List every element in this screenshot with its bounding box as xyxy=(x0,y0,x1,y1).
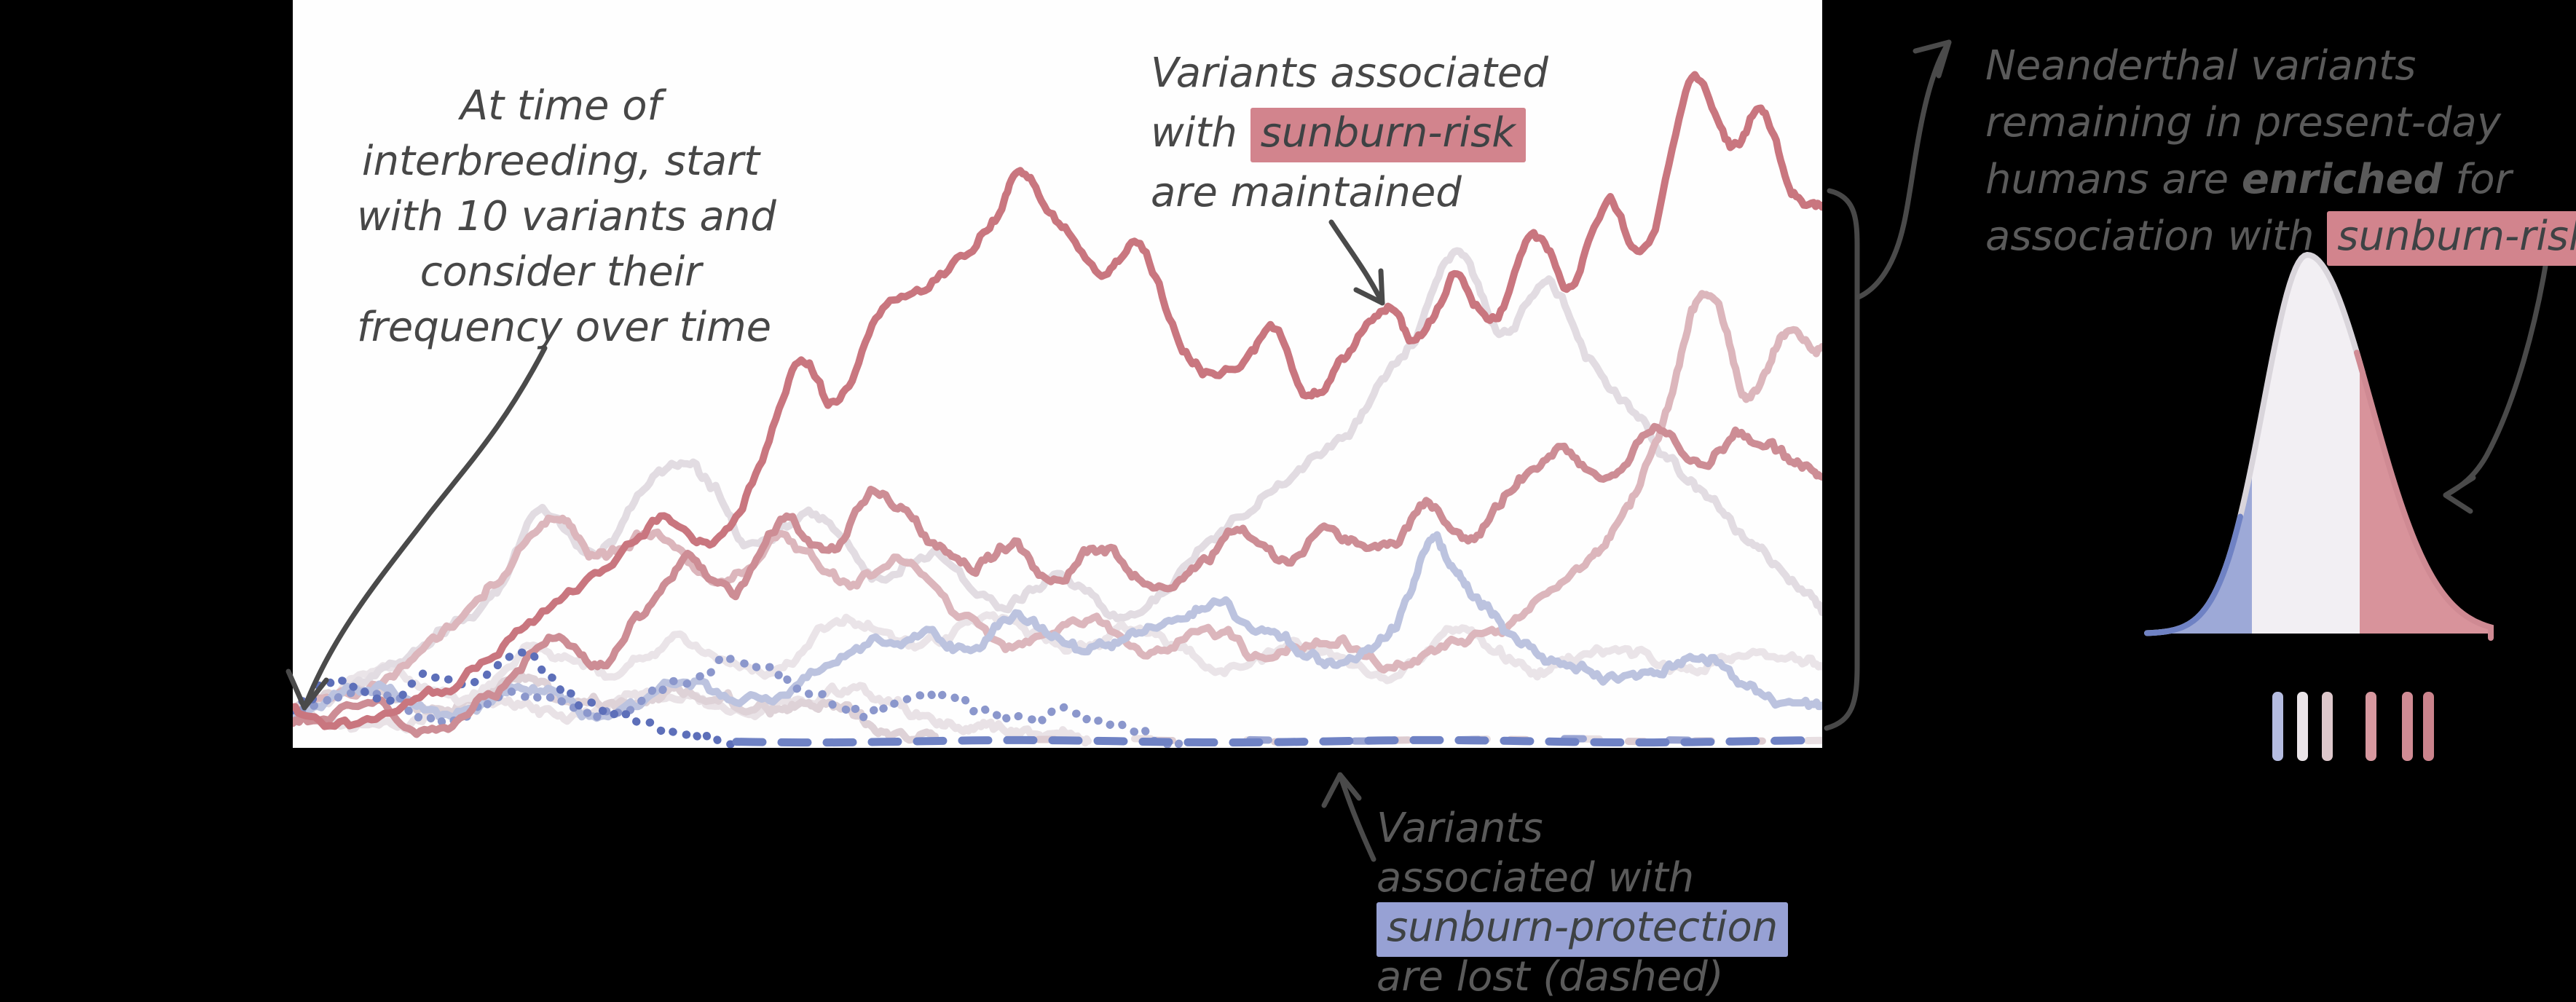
annotation-enriched-line: remaining in present-day xyxy=(1985,99,2501,146)
variant-tick xyxy=(2402,692,2413,761)
annotation-maintained-line: are maintained xyxy=(1151,169,1462,216)
annotation-text: for xyxy=(2442,156,2512,203)
distribution-protection-tail-line xyxy=(2144,513,2243,636)
right-brace xyxy=(1824,188,1860,731)
variant-pink-late-rise-trajectory xyxy=(293,290,1822,718)
annotation-lost: Variants associated with sunburn-protect… xyxy=(1376,804,1789,1002)
sunburn-risk-highlight: sunburn-risk xyxy=(1250,108,1526,162)
arrow-to-lost-line xyxy=(1321,772,1376,862)
annotation-maintained-line: Variants associated xyxy=(1151,50,1548,97)
distribution-outline-right xyxy=(2354,350,2494,641)
arrow-to-enriched-text xyxy=(1856,39,1952,300)
annotation-start-line: with 10 variants and xyxy=(357,193,776,240)
variant-tick xyxy=(2322,692,2333,761)
variant-tick xyxy=(2297,692,2308,761)
annotation-text: association with xyxy=(1985,213,2328,260)
annotation-lost-line: associated with xyxy=(1376,854,1695,902)
variant-tick xyxy=(2423,692,2434,761)
variant-tick xyxy=(2272,692,2283,761)
annotation-start-line: At time of xyxy=(460,82,662,130)
variant-rose-medium-trajectory xyxy=(293,422,1822,738)
distribution-protection-area xyxy=(2147,463,2252,634)
annotation-lost-line: are lost (dashed) xyxy=(1376,953,1724,1001)
annotation-maintained: Variants associated with sunburn-risk ar… xyxy=(1151,44,1548,223)
sunburn-protection-highlight: sunburn-protection xyxy=(1376,902,1789,957)
variant-red-strong-trajectory xyxy=(293,71,1822,730)
annotation-enriched-line: Neanderthal variants xyxy=(1985,42,2417,90)
variant-blue-strong-trajectory xyxy=(293,647,741,748)
plot-area xyxy=(293,0,1822,748)
distribution-body xyxy=(2147,255,2491,634)
annotation-start: At time of interbreeding, start with 10 … xyxy=(357,79,776,355)
annotation-maintained-line: with sunburn-risk xyxy=(1151,103,1548,163)
variant-blue-strong-lost-dashed xyxy=(732,735,1816,747)
remaining-variant-ticks xyxy=(2272,692,2434,761)
arrow-to-risk-line xyxy=(1328,219,1385,306)
annotation-start-line: consider their xyxy=(420,248,702,296)
variant-tick xyxy=(2366,692,2376,761)
arrow-to-distribution xyxy=(2443,240,2552,514)
variant-frequency-lines xyxy=(293,71,1822,748)
variant-pale-gray-trajectory xyxy=(293,247,1822,712)
annotation-start-line: frequency over time xyxy=(357,304,772,351)
annotation-start-line: interbreeding, start xyxy=(361,138,760,185)
sunburn-risk-highlight: sunburn-risk xyxy=(2327,211,2576,266)
annotation-enriched-line: humans are enriched for xyxy=(1985,151,2576,208)
annotation-text: with xyxy=(1151,109,1250,157)
arrow-to-start-cluster xyxy=(285,345,548,711)
annotation-enriched-line: association with sunburn-risk xyxy=(1985,208,2576,266)
enriched-bold-text: enriched xyxy=(2241,156,2443,203)
annotation-lost-line: sunburn-protection xyxy=(1376,902,1789,957)
risk-enrichment-distribution xyxy=(2144,251,2494,641)
annotation-text: humans are xyxy=(1985,156,2242,203)
distribution-risk-area xyxy=(2360,362,2491,634)
annotation-enriched: Neanderthal variants remaining in presen… xyxy=(1985,38,2576,266)
annotation-lost-line: Variants xyxy=(1376,805,1543,852)
